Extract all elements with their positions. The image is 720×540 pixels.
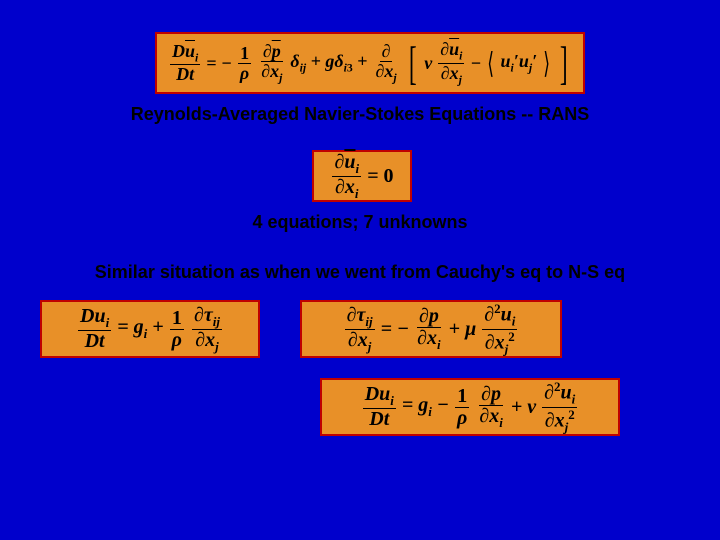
- equation-stress-divergence: ∂τij∂xj = − ∂p∂xi + μ ∂2ui∂xj2: [343, 302, 520, 356]
- equation-continuity: ∂ui∂xi = 0: [330, 152, 393, 200]
- caption-equations-unknowns: 4 equations; 7 unknowns: [0, 212, 720, 233]
- equation-rans-momentum: DuiDt = − 1ρ ∂p∂xj δij + gδi3 + ∂∂xj [ ν…: [168, 40, 572, 87]
- equation-box-stress-divergence: ∂τij∂xj = − ∂p∂xi + μ ∂2ui∂xj2: [300, 300, 562, 358]
- equation-box-continuity: ∂ui∂xi = 0: [312, 150, 412, 202]
- equation-cauchy: DuiDt = gi + 1ρ ∂τij∂xj: [76, 305, 224, 353]
- equation-box-rans-momentum: DuiDt = − 1ρ ∂p∂xj δij + gδi3 + ∂∂xj [ ν…: [155, 32, 585, 94]
- equation-box-navier-stokes: DuiDt = gi − 1ρ ∂p∂xi + ν ∂2ui∂xj2: [320, 378, 620, 436]
- caption-rans: Reynolds-Averaged Navier-Stokes Equation…: [0, 104, 720, 125]
- equation-navier-stokes: DuiDt = gi − 1ρ ∂p∂xi + ν ∂2ui∂xj2: [361, 380, 580, 434]
- equation-box-cauchy: DuiDt = gi + 1ρ ∂τij∂xj: [40, 300, 260, 358]
- caption-similar-situation: Similar situation as when we went from C…: [0, 262, 720, 283]
